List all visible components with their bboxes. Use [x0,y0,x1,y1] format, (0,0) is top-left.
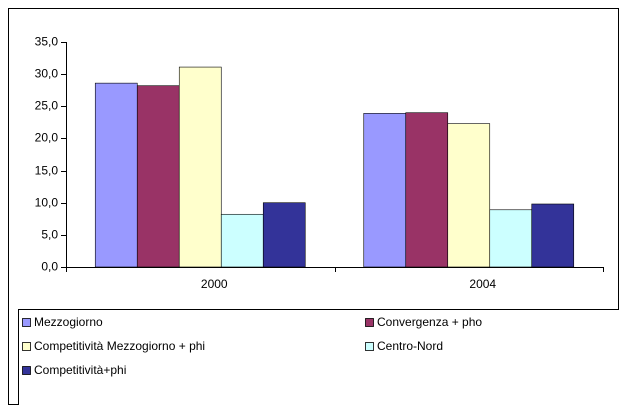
bar [447,123,491,268]
legend-frame [18,309,619,405]
bar [262,202,306,268]
y-tick-label: 5,0 [41,228,58,242]
legend-swatch [365,318,374,327]
y-tick-label: 10,0 [35,196,59,210]
x-tick-label: 2004 [469,277,496,291]
bar [94,82,138,268]
legend-swatch [22,318,31,327]
legend-swatch [22,342,31,351]
bar [531,203,575,268]
bar [220,213,264,268]
legend-swatch [22,366,31,375]
bar [136,85,180,268]
legend-label: Convergenza + pho [377,315,482,329]
y-tick-label: 25,0 [35,99,59,113]
legend-label: Mezzogiorno [34,315,103,329]
bar [363,113,407,268]
legend-label: Competitività Mezzogiorno + phi [34,339,205,353]
legend-label: Centro-Nord [377,339,443,353]
y-tick-label: 35,0 [35,35,59,49]
x-tick-label: 2000 [201,277,228,291]
bar [178,66,222,268]
y-tick-label: 20,0 [35,131,59,145]
legend-swatch [365,342,374,351]
y-tick-label: 15,0 [35,164,59,178]
legend-label: Competitività+phi [34,363,126,377]
bar [489,209,533,268]
bar [405,112,449,268]
y-tick-label: 30,0 [35,67,59,81]
y-tick-label: 0,0 [41,260,58,274]
